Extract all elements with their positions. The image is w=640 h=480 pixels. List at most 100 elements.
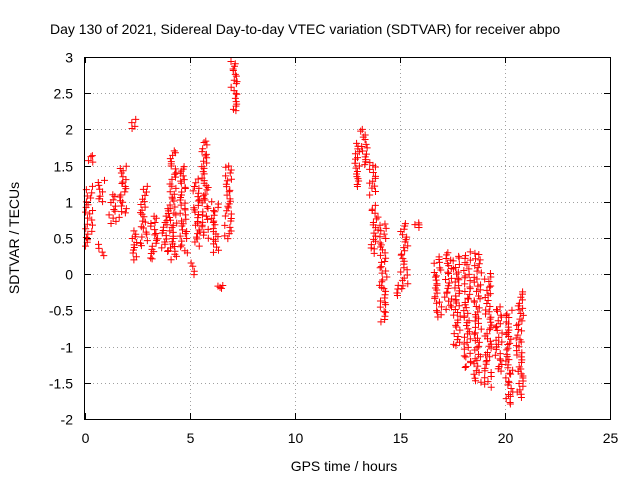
- data-point: [357, 127, 365, 135]
- y-tick-label: 3: [65, 50, 73, 66]
- data-point: [221, 232, 229, 240]
- data-point: [199, 218, 207, 226]
- data-point: [463, 338, 471, 346]
- data-point: [109, 191, 117, 199]
- y-tick-label: -2: [61, 412, 74, 428]
- data-point: [487, 313, 495, 321]
- data-point: [380, 230, 388, 238]
- x-axis-label: GPS time / hours: [291, 458, 398, 474]
- data-point: [190, 267, 198, 275]
- data-point: [366, 159, 374, 167]
- data-point: [227, 166, 235, 174]
- data-point: [503, 346, 511, 354]
- data-point: [199, 145, 207, 153]
- y-axis-label: SDTVAR / TECUs: [6, 182, 22, 294]
- data-point: [94, 179, 102, 187]
- data-point: [460, 267, 468, 275]
- data-point: [497, 356, 505, 364]
- data-point: [486, 315, 494, 323]
- data-point: [190, 183, 198, 191]
- data-points: [82, 57, 527, 408]
- data-point: [483, 349, 491, 357]
- data-point: [139, 217, 147, 225]
- data-point: [455, 252, 463, 260]
- data-point: [166, 227, 174, 235]
- data-point: [377, 227, 385, 235]
- data-point: [368, 205, 376, 213]
- data-point: [358, 142, 366, 150]
- data-point: [376, 303, 384, 311]
- data-point: [465, 328, 473, 336]
- data-point: [487, 369, 495, 377]
- data-point: [208, 198, 216, 206]
- data-point: [379, 276, 387, 284]
- data-point: [227, 83, 235, 91]
- data-point: [230, 87, 238, 95]
- data-point: [201, 152, 209, 160]
- data-point: [465, 317, 473, 325]
- data-point: [210, 207, 218, 215]
- data-point: [454, 274, 462, 282]
- data-point: [200, 139, 208, 147]
- data-point: [226, 186, 234, 194]
- data-point: [226, 223, 234, 231]
- data-point: [376, 233, 384, 241]
- data-point: [404, 280, 412, 288]
- data-point: [132, 115, 140, 123]
- data-point: [227, 227, 235, 235]
- data-point: [230, 76, 238, 84]
- data-point: [189, 262, 197, 270]
- data-point: [462, 252, 470, 260]
- data-point: [472, 255, 480, 263]
- data-point: [86, 210, 94, 218]
- data-point: [451, 284, 459, 292]
- data-point: [394, 281, 402, 289]
- data-point: [167, 158, 175, 166]
- data-point: [512, 342, 520, 350]
- data-point: [447, 295, 455, 303]
- data-point: [138, 206, 146, 214]
- data-point: [82, 242, 90, 250]
- data-point: [462, 363, 470, 371]
- data-point: [170, 147, 178, 155]
- data-point: [475, 260, 483, 268]
- data-point: [472, 302, 480, 310]
- y-tick-label: 1: [65, 195, 73, 211]
- data-point: [466, 335, 474, 343]
- data-point: [464, 325, 472, 333]
- data-point: [393, 289, 401, 297]
- data-point: [351, 150, 359, 158]
- data-point: [115, 213, 123, 221]
- data-point: [493, 322, 501, 330]
- data-point: [383, 273, 391, 281]
- data-point: [201, 190, 209, 198]
- data-point: [195, 226, 203, 234]
- x-tick-label: 25: [603, 430, 619, 446]
- data-point: [132, 230, 140, 238]
- data-point: [518, 327, 526, 335]
- data-point: [141, 191, 149, 199]
- data-point: [159, 223, 167, 231]
- data-point: [481, 374, 489, 382]
- data-point: [491, 351, 499, 359]
- data-point: [121, 209, 129, 217]
- data-point: [210, 211, 218, 219]
- data-point: [116, 164, 124, 172]
- data-point: [477, 378, 485, 386]
- data-point: [443, 259, 451, 267]
- data-point: [483, 330, 491, 338]
- data-point: [447, 274, 455, 282]
- data-point: [353, 139, 361, 147]
- data-point: [377, 318, 385, 326]
- data-point: [137, 200, 145, 208]
- data-point: [225, 162, 233, 170]
- data-point: [195, 242, 203, 250]
- data-point: [443, 288, 451, 296]
- data-point: [466, 283, 474, 291]
- data-point: [514, 331, 522, 339]
- data-point: [202, 137, 210, 145]
- data-point: [117, 202, 125, 210]
- data-point: [475, 338, 483, 346]
- data-point: [138, 233, 146, 241]
- data-point: [371, 182, 379, 190]
